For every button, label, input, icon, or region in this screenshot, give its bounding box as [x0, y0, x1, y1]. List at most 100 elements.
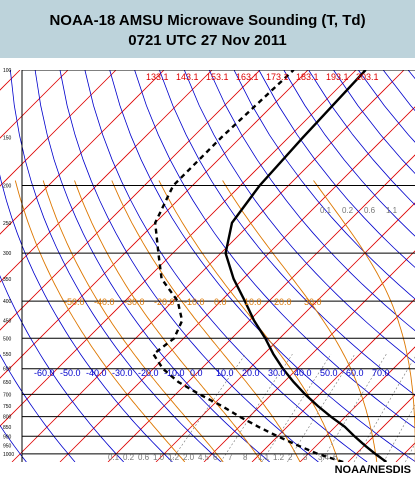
mixing-ratio-label: 6 — [333, 453, 338, 462]
mixing-ratio-line — [170, 354, 246, 462]
moist-adiabat-label: -20.0 — [154, 297, 175, 307]
dry-adiabat-line — [208, 70, 415, 332]
isotherm-label: 193.1 — [326, 72, 349, 82]
dry-adiabat-label: 70.0 — [372, 368, 390, 378]
isotherm-line — [0, 70, 261, 331]
mixing-ratio-label: 0.2 — [342, 206, 354, 215]
dry-adiabat-line — [109, 70, 415, 462]
chart-subtitle-datetime: 0721 UTC 27 Nov 2011 — [128, 32, 287, 49]
mixing-ratio-label: 3.4 — [318, 453, 330, 462]
mixing-ratio-label: 8 — [243, 453, 248, 462]
pressure-tick-label: 250 — [3, 221, 12, 227]
pressure-tick-label: 400 — [3, 299, 12, 305]
moist-adiabat-label: 30.0 — [304, 297, 322, 307]
pressure-tick-label: 200 — [3, 184, 12, 190]
pressure-tick-label: 350 — [3, 277, 12, 283]
isotherm-line — [155, 202, 415, 462]
moist-adiabat-label: -10.0 — [184, 297, 205, 307]
moist-adiabat-label: -50.0 — [64, 297, 85, 307]
moist-adiabat-line — [14, 180, 186, 462]
dry-adiabat-label: 60.0 — [346, 368, 364, 378]
dry-adiabat-line — [183, 70, 415, 364]
pressure-tick-label: 1000 — [3, 452, 14, 458]
moist-adiabat-label: -40.0 — [94, 297, 115, 307]
isotherm-line — [0, 70, 213, 283]
mixing-ratio-label: 6 — [213, 453, 218, 462]
pressure-tick-label: 450 — [3, 319, 12, 325]
isotherm-line — [0, 70, 117, 187]
isotherm-line — [0, 70, 165, 235]
dry-adiabat-label: -60.0 — [34, 368, 55, 378]
pressure-tick-label: 150 — [3, 136, 12, 142]
dry-adiabat-label: -10.0 — [164, 368, 185, 378]
isotherm-label: 133.1 — [146, 72, 169, 82]
mixing-ratio-label: 0.1 — [320, 206, 332, 215]
pressure-tick-label: 600 — [3, 367, 12, 373]
mixing-ratio-line — [220, 354, 293, 462]
dry-adiabat-line — [283, 70, 415, 237]
pressure-tick-label: 650 — [3, 380, 12, 386]
mixing-ratio-label: 1.1 — [258, 453, 270, 462]
mixing-ratio-label: 1.2 — [273, 453, 285, 462]
isotherm-line — [59, 106, 415, 462]
dry-adiabat-line — [0, 174, 173, 462]
mixing-ratio-label: 3 — [303, 453, 308, 462]
isotherm-line — [0, 70, 69, 139]
dry-adiabat-line — [0, 275, 124, 462]
dry-adiabat-label: -50.0 — [60, 368, 81, 378]
dry-adiabat-label: 50.0 — [320, 368, 338, 378]
credit-label: NOAA/NESDIS — [334, 464, 411, 476]
isotherm-label: 163.1 — [236, 72, 259, 82]
moist-adiabat-line — [111, 180, 301, 462]
pressure-tick-label: 900 — [3, 434, 12, 440]
dry-adiabat-line — [134, 70, 415, 429]
moist-adiabat-label: 0.0 — [214, 297, 227, 307]
mixing-ratio-label: 7 — [228, 453, 233, 462]
pressure-tick-label: 300 — [3, 251, 12, 257]
mixing-ratio-label: 2.0 — [183, 453, 195, 462]
isotherm-label: 183.1 — [296, 72, 319, 82]
isotherm-label: 203.1 — [356, 72, 379, 82]
dry-adiabat-label: 30.0 — [268, 368, 286, 378]
dry-adiabat-label: 20.0 — [242, 368, 260, 378]
pressure-tick-label: 750 — [3, 404, 12, 410]
isotherm-label: 173.1 — [266, 72, 289, 82]
moist-adiabat-line — [222, 180, 378, 462]
pressure-tick-label: 500 — [3, 336, 12, 342]
mixing-ratio-label: 4.5 — [198, 453, 210, 462]
dry-adiabat-line — [9, 70, 222, 462]
dry-adiabat-label: -20.0 — [138, 368, 159, 378]
isotherm-line — [251, 298, 415, 462]
dry-adiabat-line — [233, 70, 415, 300]
isotherm-line — [203, 250, 415, 462]
pressure-tick-label: 800 — [3, 415, 12, 421]
mixing-ratio-label: 1.0 — [153, 453, 165, 462]
mixing-ratio-label: 0.1 — [108, 453, 120, 462]
moist-adiabat-label: 10.0 — [244, 297, 262, 307]
mixing-ratio-label: 2 — [288, 453, 293, 462]
pressure-tick-label: 700 — [3, 392, 12, 398]
dry-adiabat-label: -30.0 — [112, 368, 133, 378]
pressure-tick-label: 550 — [3, 352, 12, 358]
moist-adiabat-line — [42, 180, 224, 462]
isotherm-line — [299, 346, 415, 462]
moist-adiabat-line — [313, 180, 415, 462]
isotherm-line — [11, 70, 405, 462]
dewpoint-trace — [151, 70, 344, 462]
dry-adiabat-line — [0, 424, 27, 462]
moist-adiabat-label: -30.0 — [124, 297, 145, 307]
mixing-ratio-label: 0.2 — [123, 453, 135, 462]
mixing-ratio-label: 0.6 — [138, 453, 150, 462]
dry-adiabat-line — [0, 354, 76, 462]
moist-adiabat-line — [74, 180, 262, 462]
isotherm-label: 143.1 — [176, 72, 199, 82]
dry-adiabat-label: 10.0 — [216, 368, 234, 378]
temperature-trace — [224, 70, 388, 462]
pressure-tick-label: 950 — [3, 443, 12, 449]
dry-adiabat-line — [159, 70, 415, 396]
chart-header: NOAA-18 AMSU Microwave Sounding (T, Td) … — [0, 0, 415, 58]
isotherm-line — [0, 70, 309, 379]
chart-title: NOAA-18 AMSU Microwave Sounding (T, Td) — [49, 12, 366, 29]
dry-adiabat-line — [258, 70, 415, 268]
